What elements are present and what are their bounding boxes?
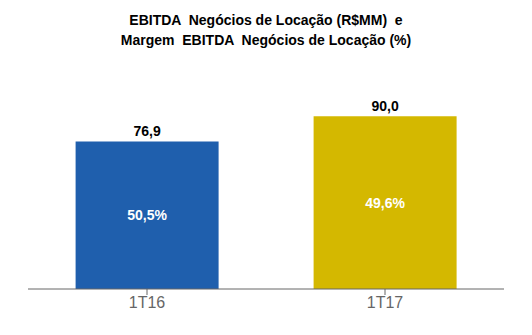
svg-text:50,5%: 50,5% — [127, 207, 167, 223]
html-text:EBITDA Negócios de Locação (R$: EBITDA Negócios de Locação (R$MM) e — [129, 12, 403, 28]
svg-text:1T17: 1T17 — [367, 294, 404, 311]
html-text:Margem EBITDA Negócios de Loca: Margem EBITDA Negócios de Locação (%) — [120, 32, 412, 48]
svg-text:90,0: 90,0 — [371, 98, 398, 114]
svg-text:76,9: 76,9 — [133, 123, 160, 139]
svg-text:49,6%: 49,6% — [365, 195, 405, 211]
svg-text:1T16: 1T16 — [129, 294, 166, 311]
